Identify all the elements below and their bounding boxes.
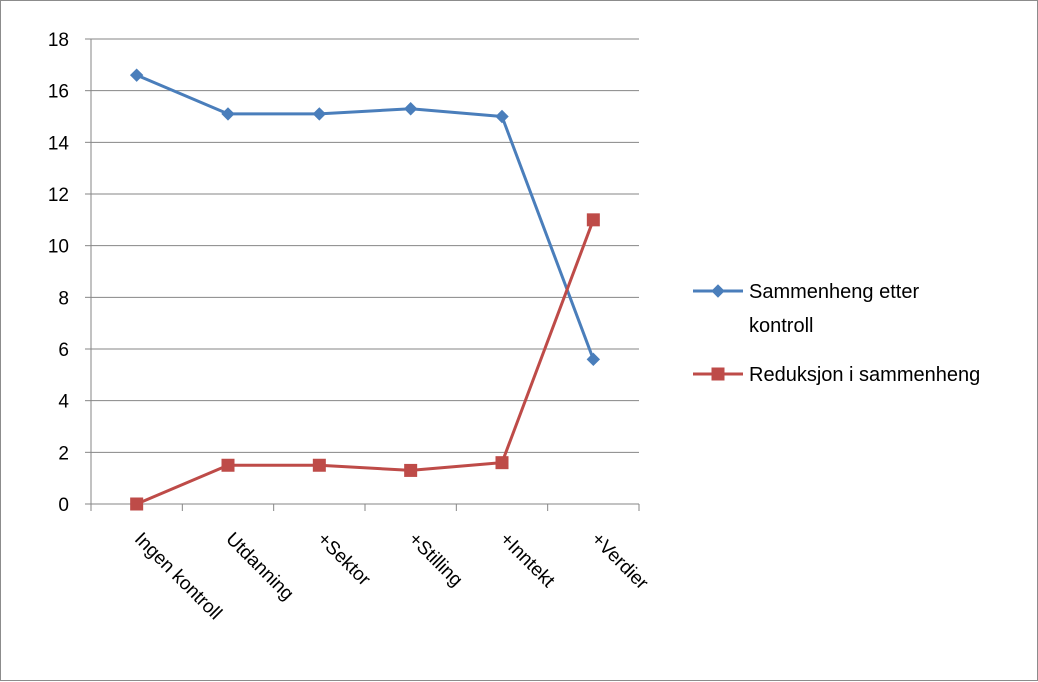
x-tick-label: +Sektor	[313, 529, 375, 591]
x-tick-label: Utdanning	[221, 529, 297, 605]
data-point	[586, 213, 600, 227]
x-tick-label: Ingen kontroll	[130, 529, 226, 625]
x-tick-label: +Verdier	[587, 529, 653, 595]
y-tick-label: 10	[48, 237, 69, 258]
y-tick-label: 6	[58, 340, 69, 361]
data-point	[221, 107, 235, 121]
axes	[85, 38, 640, 511]
y-tick-label: 14	[48, 133, 70, 154]
series	[129, 68, 601, 511]
y-tick-label: 0	[58, 495, 69, 516]
legend: Sammenheng etter kontroll Reduksjon i samm…	[693, 281, 980, 386]
data-point	[495, 456, 509, 470]
legend-label: Reduksjon i sammenheng	[749, 364, 980, 386]
y-tick-label: 18	[48, 30, 69, 51]
data-point	[404, 463, 418, 477]
legend-marker	[711, 284, 725, 298]
y-tick-label: 2	[58, 443, 69, 464]
data-point	[312, 107, 327, 121]
data-point	[403, 102, 418, 116]
data-point	[130, 497, 144, 511]
legend-label: Sammenheng etter	[749, 281, 919, 303]
y-tick-label: 16	[48, 82, 69, 103]
y-tick-label: 4	[58, 392, 69, 413]
y-tick-label: 12	[48, 185, 69, 206]
data-point	[312, 458, 326, 472]
series-1	[130, 213, 600, 511]
series-line	[135, 218, 595, 506]
data-point	[221, 458, 235, 472]
y-tick-label: 8	[58, 288, 69, 309]
data-point	[586, 352, 601, 367]
y-tick-labels: 0 2 4 6 8 10 12 14 16 18	[48, 30, 70, 516]
x-tick-label: +Stilling	[404, 529, 466, 591]
series-0	[129, 68, 601, 367]
x-tick-label: +Inntekt	[495, 529, 559, 593]
series-line	[135, 73, 595, 361]
legend-item-1: Reduksjon i sammenheng	[693, 364, 980, 386]
data-point	[495, 109, 509, 124]
legend-marker	[711, 367, 725, 381]
data-point	[129, 68, 144, 82]
gridlines	[91, 38, 639, 453]
legend-label: kontroll	[749, 315, 813, 337]
legend-item-0: Sammenheng etter kontroll	[693, 281, 919, 337]
